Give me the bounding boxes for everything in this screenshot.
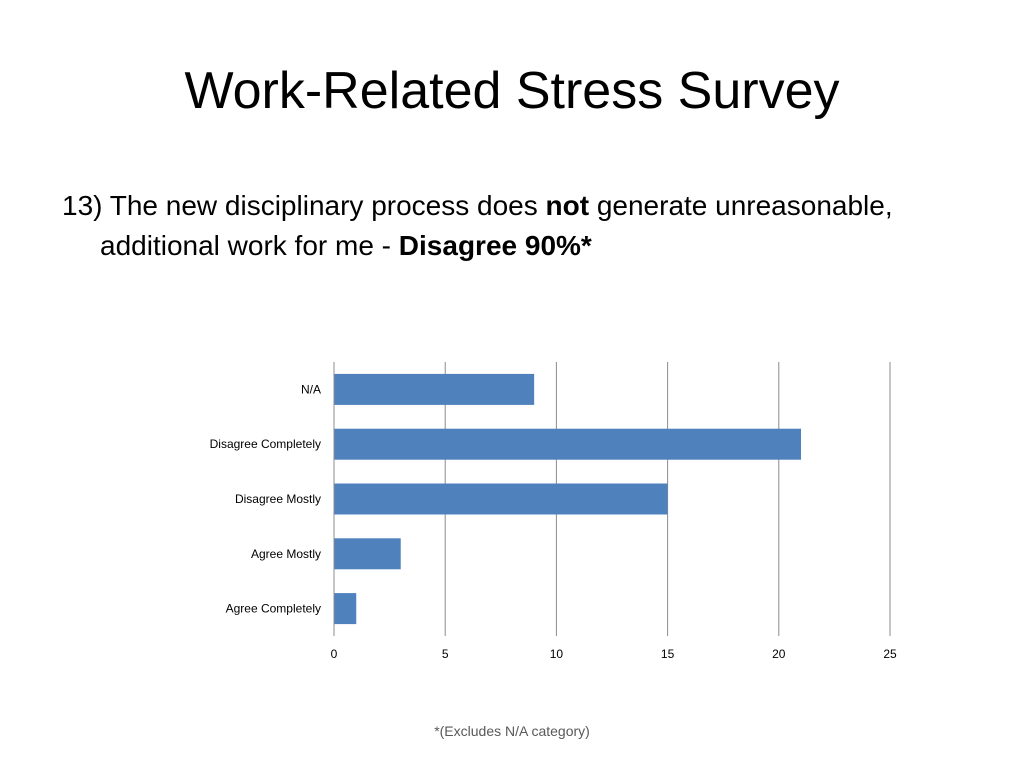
bar-agree-mostly: [334, 538, 401, 570]
category-label: Agree Completely: [226, 602, 321, 616]
category-label: N/A: [301, 382, 321, 396]
bar-disagree-completely: [334, 428, 802, 460]
question-part-1: 13) The new disciplinary process does: [62, 190, 546, 221]
x-tick-label: 5: [442, 647, 449, 661]
footnote: *(Excludes N/A category): [434, 723, 590, 739]
question-emphasis-result: Disagree 90%*: [398, 230, 592, 261]
bar-n-a: [334, 373, 535, 405]
bar-agree-completely: [334, 593, 357, 625]
question-part-2: generate unreasonable, additional work f…: [100, 190, 893, 261]
x-tick-label: 25: [883, 647, 897, 661]
question-text: 13) The new disciplinary process does no…: [62, 186, 980, 266]
category-label: Agree Mostly: [251, 547, 321, 561]
question-emphasis-not: not: [545, 190, 590, 221]
category-label: Disagree Completely: [210, 437, 321, 451]
x-tick-label: 20: [772, 647, 786, 661]
category-label: Disagree Mostly: [235, 492, 321, 506]
x-tick-label: 0: [331, 647, 338, 661]
slide-title: Work-Related Stress Survey: [184, 62, 840, 120]
x-tick-label: 15: [661, 647, 675, 661]
x-tick-label: 10: [550, 647, 564, 661]
bar-disagree-mostly: [334, 483, 668, 515]
